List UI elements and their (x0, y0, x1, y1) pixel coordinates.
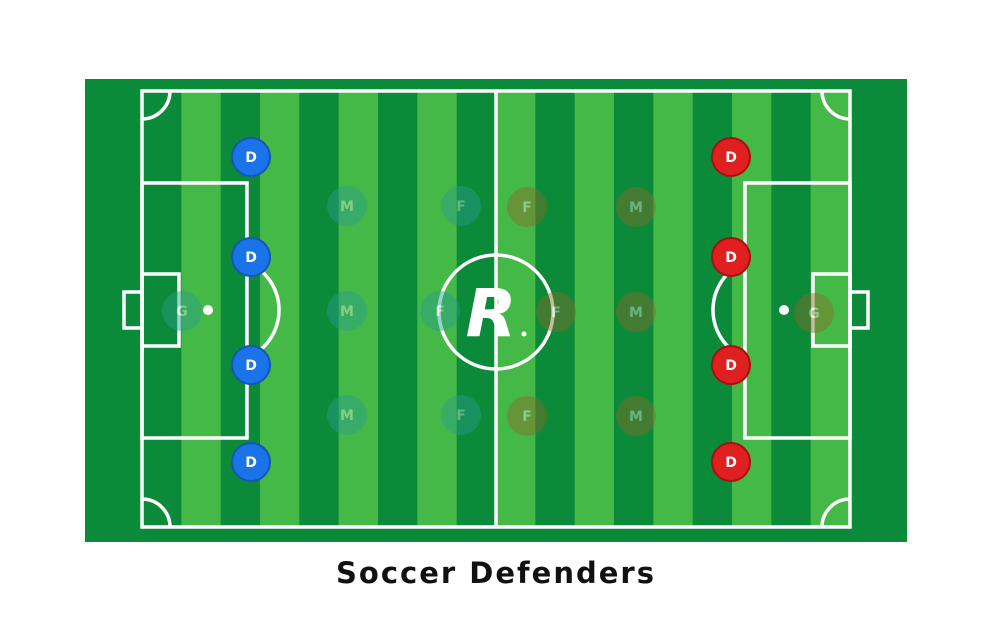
player-marker-right-d: D (711, 345, 751, 385)
field-stripe (496, 91, 536, 527)
player-circle (162, 291, 202, 331)
field-stripe (653, 91, 694, 527)
player-marker-left-d: D (231, 345, 271, 385)
diagram-caption: Soccer Defenders (336, 556, 656, 590)
players-layer: D D D D G M M M F F F D D D D G M M M F F F (162, 137, 834, 482)
player-marker-right-g: G (794, 293, 834, 333)
player-marker-left-g: G (162, 291, 202, 331)
player-circle (711, 345, 751, 385)
player-circle (711, 237, 751, 277)
player-circle (420, 291, 460, 331)
player-marker-left-f: F (441, 186, 481, 226)
player-circle (231, 345, 271, 385)
player-circle (327, 186, 367, 226)
player-label: F (456, 199, 466, 215)
soccer-field-diagram: D D D D G M M M F F F D D D D G M M M F F F R (85, 79, 907, 542)
player-marker-right-d: D (711, 237, 751, 277)
player-label: M (340, 199, 354, 215)
player-circle (616, 396, 656, 436)
player-marker-left-m: M (327, 291, 367, 331)
player-marker-right-d: D (711, 442, 751, 482)
player-marker-left-f: F (441, 395, 481, 435)
player-marker-right-d: D (711, 137, 751, 177)
logo-icon: R (466, 275, 527, 352)
field-stripe (338, 91, 379, 527)
right-penalty-spot (779, 305, 789, 315)
left-penalty-spot (203, 305, 213, 315)
player-label: M (629, 409, 643, 425)
corner-arc-bottom-right (820, 497, 851, 528)
player-label: M (629, 305, 643, 321)
player-marker-left-d: D (231, 137, 271, 177)
registered-mark-icon (521, 331, 527, 337)
player-marker-right-m: M (616, 187, 656, 227)
player-marker-left-d: D (231, 237, 271, 277)
field-stripe (771, 91, 812, 527)
player-circle (231, 237, 271, 277)
player-marker-right-f: F (536, 292, 576, 332)
logo-letter: R (466, 275, 517, 352)
player-circle (231, 137, 271, 177)
field-stripe (299, 91, 340, 527)
player-marker-right-f: F (507, 396, 547, 436)
player-marker-left-m: M (327, 395, 367, 435)
player-label: D (725, 150, 737, 166)
player-circle (794, 293, 834, 333)
field-stripe (378, 91, 418, 527)
player-label: D (245, 150, 257, 166)
player-circle (536, 292, 576, 332)
field-stripe (614, 91, 654, 527)
player-label: F (551, 305, 561, 321)
corner-arc-top-right (820, 90, 851, 121)
player-label: D (725, 358, 737, 374)
player-circle (327, 291, 367, 331)
player-circle (231, 442, 271, 482)
field-stripe (574, 91, 615, 527)
left-goal (122, 290, 144, 330)
player-label: F (456, 408, 466, 424)
player-label: F (435, 304, 445, 320)
player-circle (616, 187, 656, 227)
player-label: M (629, 200, 643, 216)
player-circle (711, 442, 751, 482)
player-circle (507, 396, 547, 436)
player-circle (327, 395, 367, 435)
player-label: D (725, 250, 737, 266)
field-stripe (456, 91, 497, 527)
corner-arc-bottom-left (141, 497, 172, 528)
field-stripe (810, 91, 851, 527)
player-label: D (245, 250, 257, 266)
player-label: M (340, 304, 354, 320)
player-circle (441, 186, 481, 226)
player-marker-left-f: F (420, 291, 460, 331)
field-stripe (535, 91, 576, 527)
player-label: D (245, 358, 257, 374)
player-marker-right-m: M (616, 292, 656, 332)
player-label: D (245, 455, 257, 471)
player-label: G (176, 304, 188, 320)
player-marker-left-d: D (231, 442, 271, 482)
player-marker-right-m: M (616, 396, 656, 436)
player-circle (507, 187, 547, 227)
field-markings (122, 89, 870, 529)
player-circle (711, 137, 751, 177)
field-stripe (181, 91, 222, 527)
right-goal (848, 290, 870, 330)
field-stripe (142, 91, 182, 527)
player-label: G (808, 306, 820, 322)
player-label: F (522, 200, 532, 216)
player-marker-left-m: M (327, 186, 367, 226)
player-label: M (340, 408, 354, 424)
player-label: D (725, 455, 737, 471)
player-circle (616, 292, 656, 332)
center-circle (437, 253, 555, 371)
corner-arc-top-left (141, 90, 172, 121)
player-label: F (522, 409, 532, 425)
player-circle (441, 395, 481, 435)
player-marker-right-f: F (507, 187, 547, 227)
field-stripe (417, 91, 458, 527)
